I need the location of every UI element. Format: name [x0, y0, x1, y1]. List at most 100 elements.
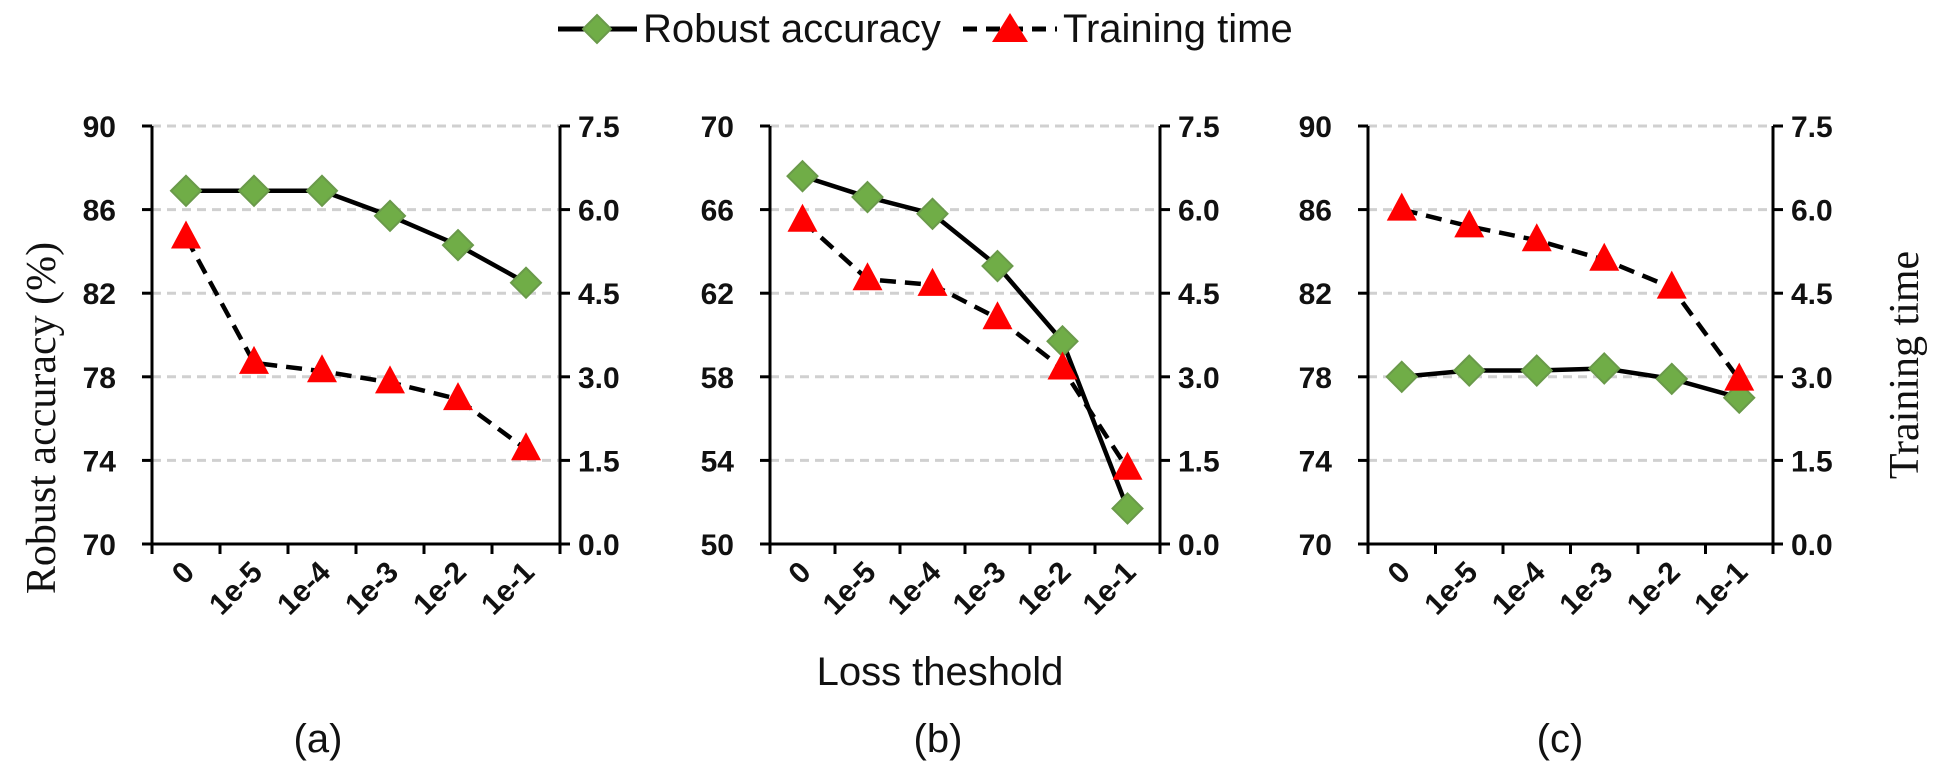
data-point-training-time	[443, 382, 473, 411]
data-point-robust-accuracy	[786, 159, 819, 193]
data-point-robust-accuracy	[981, 249, 1014, 283]
legend-label-training-time: Training time	[1063, 7, 1293, 51]
data-point-training-time	[239, 345, 269, 374]
y-right-tick-label: 4.5	[1791, 278, 1833, 311]
y-left-axis-title: Robust accuracy (%)	[19, 242, 65, 594]
y-right-tick-label: 7.5	[1178, 111, 1220, 144]
data-point-training-time	[852, 262, 883, 291]
x-tick-label: 1e-4	[271, 555, 337, 621]
legend-item-robust-accuracy: Robust accuracy	[558, 7, 941, 51]
x-tick-label: 1e-4	[882, 555, 948, 621]
x-tick-label: 1e-1	[1688, 556, 1754, 622]
legend-label-robust-accuracy: Robust accuracy	[643, 7, 941, 51]
data-point-robust-accuracy	[1520, 354, 1554, 387]
series-line-training-time	[800, 219, 1130, 470]
data-point-training-time	[375, 365, 405, 394]
data-point-training-time	[307, 354, 337, 383]
y-left-tick-label: 90	[1299, 111, 1332, 144]
y-right-tick-label: 3.0	[1178, 362, 1220, 395]
x-tick-label: 1e-3	[947, 556, 1013, 622]
x-tick-label: 0	[1382, 556, 1417, 591]
data-point-robust-accuracy	[1655, 362, 1689, 396]
y-right-tick-label: 7.5	[578, 111, 620, 144]
x-axis-title: Loss theshold	[817, 650, 1064, 694]
y-right-axis-title: Training time	[1882, 251, 1928, 479]
y-left-tick-label: 82	[1299, 278, 1332, 311]
x-tick-label: 0	[166, 556, 201, 591]
data-point-training-time	[171, 220, 201, 249]
y-left-tick-label: 70	[701, 111, 734, 144]
chart-panel-3: 70 74 78 82 86 90 0.0 1.5 3.0 4.5 6.0 7.5 0 1e-5 1e-4 1…	[1299, 111, 1833, 761]
x-tick-label: 1e-2	[407, 556, 473, 622]
data-point-training-time	[1724, 362, 1755, 391]
x-tick-label: 0	[782, 556, 817, 591]
data-point-training-time	[1386, 192, 1417, 221]
y-right-tick-label: 1.5	[1178, 445, 1220, 478]
legend-item-training-time: Training time	[963, 7, 1293, 51]
x-tick-label: 1e-1	[475, 556, 541, 622]
x-tick-label: 1e-2	[1012, 556, 1078, 622]
y-right-tick-label: 4.5	[1178, 278, 1220, 311]
data-point-robust-accuracy	[169, 174, 203, 208]
y-right-tick-label: 6.0	[578, 195, 620, 228]
y-left-tick-label: 86	[83, 195, 116, 228]
y-left-tick-label: 70	[83, 529, 116, 562]
y-left-tick-label: 74	[83, 445, 117, 478]
data-point-training-time	[1454, 209, 1485, 238]
y-right-tick-label: 6.0	[1791, 195, 1833, 228]
series-line-training-time	[1401, 207, 1742, 381]
series-line-robust-accuracy	[801, 174, 1130, 510]
y-left-tick-label: 54	[701, 445, 735, 478]
y-right-tick-label: 6.0	[1178, 195, 1220, 228]
y-left-tick-label: 58	[701, 362, 734, 395]
data-point-robust-accuracy	[509, 266, 543, 300]
data-point-robust-accuracy	[1587, 352, 1621, 385]
y-right-tick-label: 0.0	[1178, 529, 1220, 562]
x-tick-label: 1e-4	[1486, 555, 1552, 621]
x-tick-label: 1e-5	[203, 556, 269, 622]
y-right-tick-label: 1.5	[1791, 445, 1833, 478]
data-point-robust-accuracy	[305, 174, 339, 208]
y-right-tick-label: 1.5	[578, 445, 620, 478]
data-point-training-time	[511, 432, 541, 461]
series-line-robust-accuracy	[186, 188, 528, 285]
y-left-tick-label: 62	[701, 278, 734, 311]
data-point-robust-accuracy	[916, 197, 949, 231]
y-right-tick-label: 7.5	[1791, 111, 1833, 144]
y-right-tick-label: 0.0	[578, 529, 620, 562]
data-point-training-time	[1656, 270, 1687, 299]
series-line-robust-accuracy	[1401, 366, 1740, 400]
y-right-tick-label: 0.0	[1791, 529, 1833, 562]
y-left-tick-label: 82	[83, 278, 116, 311]
legend-marker-diamond	[581, 13, 613, 45]
data-point-robust-accuracy	[237, 174, 271, 208]
x-tick-label: 1e-3	[339, 556, 405, 622]
y-left-tick-label: 78	[1299, 362, 1332, 395]
data-point-training-time	[1589, 242, 1620, 271]
y-right-tick-label: 3.0	[1791, 362, 1833, 395]
y-left-tick-label: 74	[1299, 445, 1333, 478]
x-tick-label: 1e-1	[1077, 556, 1143, 622]
x-tick-label: 1e-5	[817, 556, 883, 622]
legend: Robust accuracy Training time	[558, 7, 1293, 51]
y-right-tick-label: 3.0	[578, 362, 620, 395]
data-point-training-time	[982, 301, 1013, 330]
series-line-training-time	[184, 236, 528, 452]
y-left-tick-label: 86	[1299, 195, 1332, 228]
legend-marker-triangle	[992, 13, 1028, 42]
y-left-tick-label: 78	[83, 362, 116, 395]
y-left-tick-label: 70	[1299, 529, 1332, 562]
x-tick-label: 1e-2	[1621, 556, 1687, 622]
panel-caption: (c)	[1537, 717, 1584, 761]
panel-caption: (a)	[294, 717, 343, 761]
data-point-robust-accuracy	[851, 180, 884, 214]
data-point-training-time	[1521, 223, 1552, 252]
data-point-training-time	[1047, 351, 1078, 380]
data-point-robust-accuracy	[1452, 354, 1486, 387]
y-left-tick-label: 50	[701, 529, 734, 562]
x-tick-label: 1e-5	[1418, 556, 1484, 622]
y-left-tick-label: 90	[83, 111, 116, 144]
data-point-robust-accuracy	[1385, 360, 1419, 394]
